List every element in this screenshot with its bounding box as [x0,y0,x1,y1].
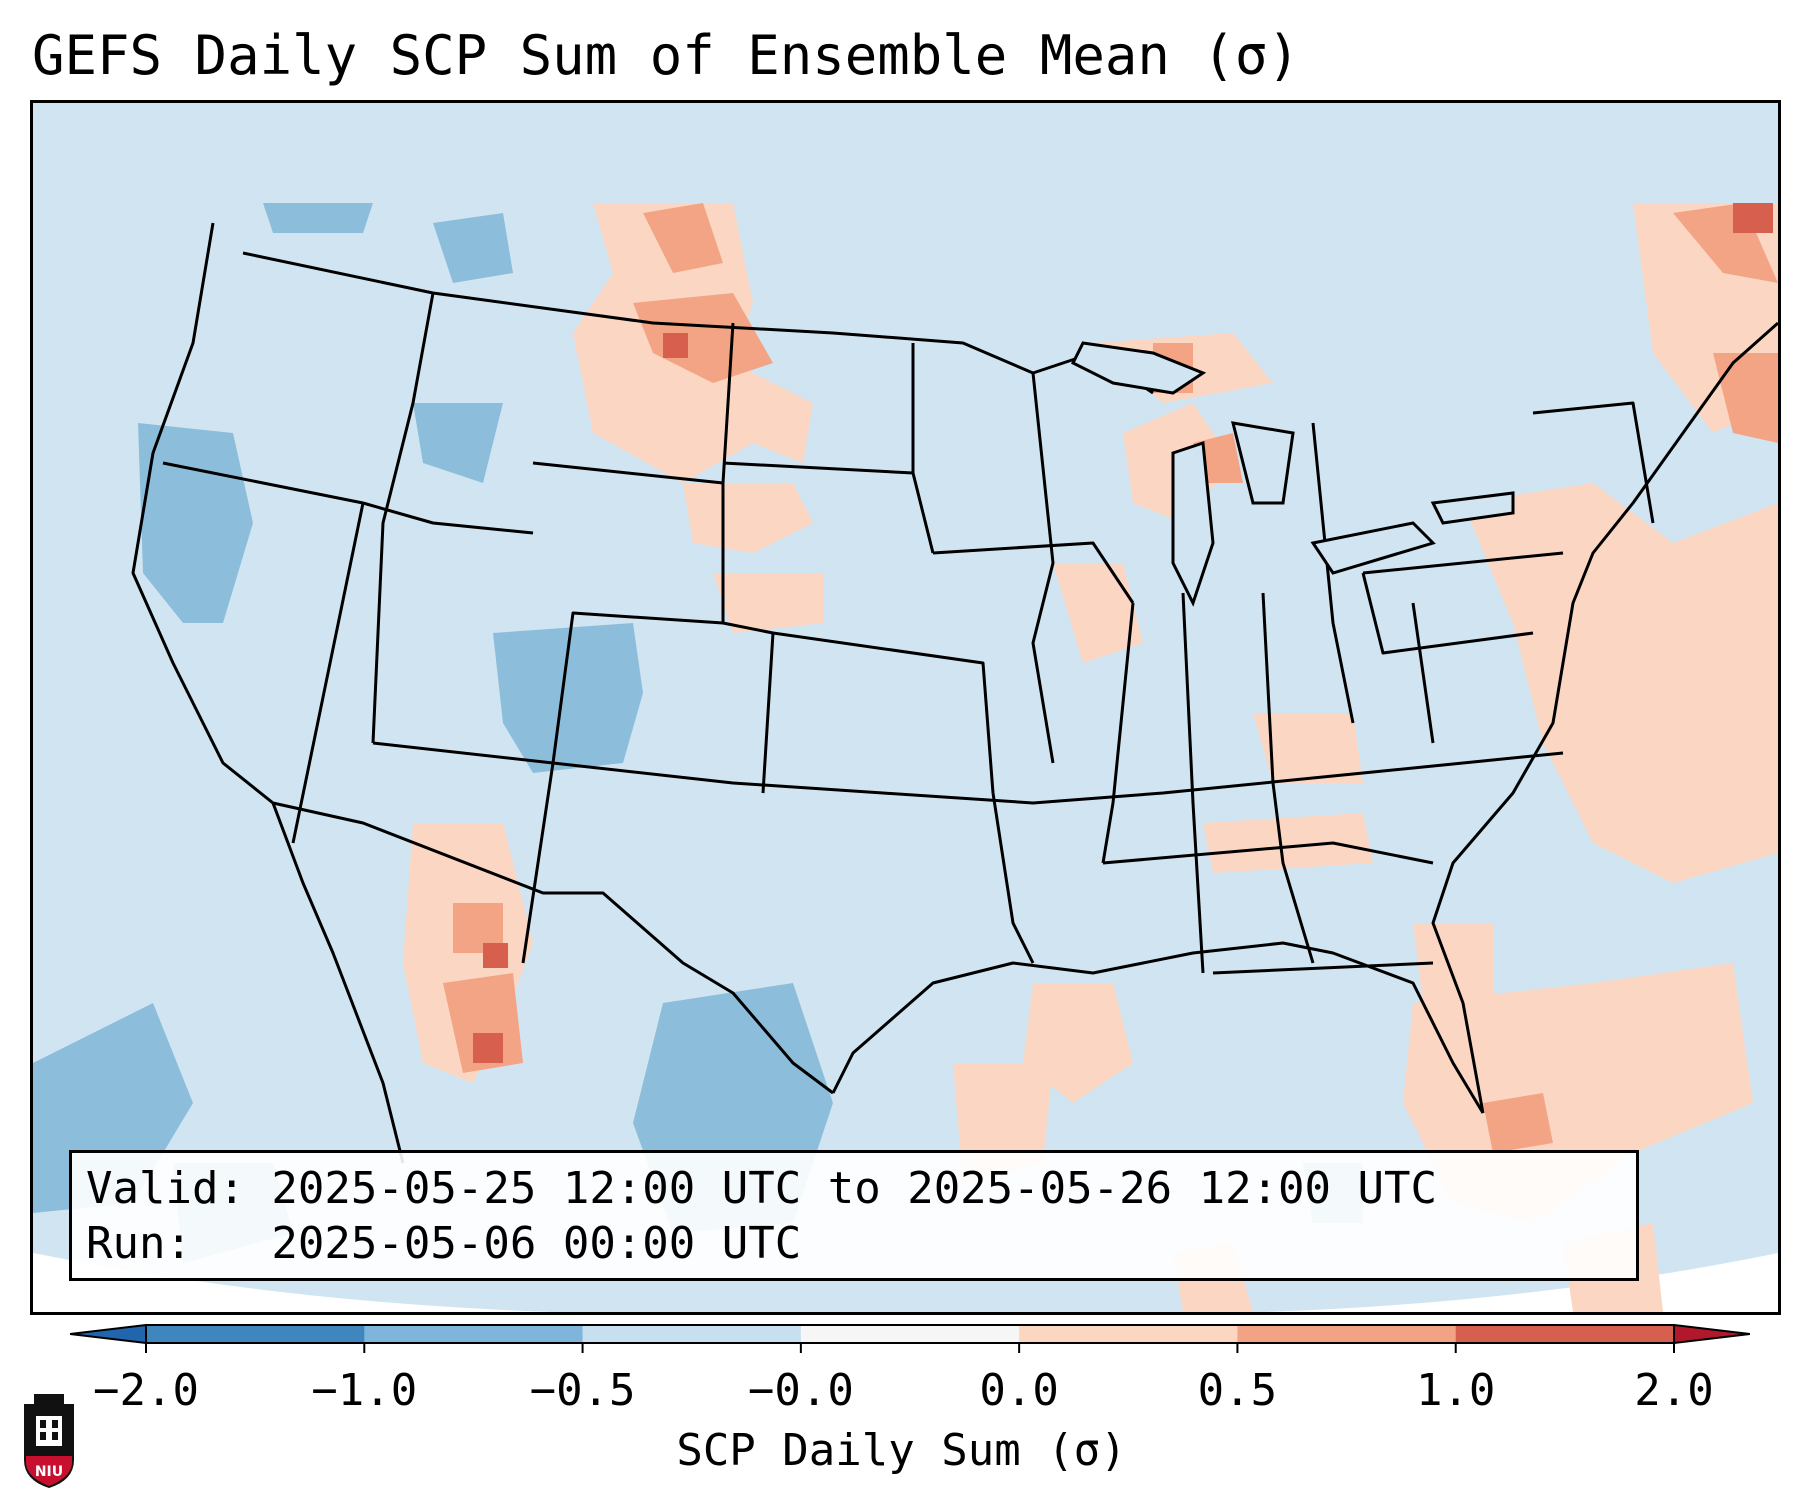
niu-logo-text: NIU [34,1464,64,1480]
colorbar-tick-label: −1.0 [311,1365,418,1416]
colorbar-tick-label: 0.5 [1197,1365,1278,1416]
valid-time-text: Valid: 2025-05-25 12:00 UTC to 2025-05-2… [86,1163,1438,1214]
colorbar-extend-high [1673,1323,1750,1345]
projection-edge-left [33,1253,553,1312]
colorbar-bin [1455,1325,1675,1343]
colorbar-tick-label: −2.0 [93,1365,199,1416]
colorbar-bin [364,1325,584,1343]
colorbar-tick-label: −0.0 [747,1365,854,1416]
colorbar-tick-label: 2.0 [1634,1365,1714,1416]
great-lakes [1070,341,1515,607]
boundary-lines [131,222,1778,1164]
colorbar-extend-low [70,1323,147,1345]
colorbar-bin [582,1325,802,1343]
colorbar-bin [800,1325,1020,1343]
colorbar-outline [145,1324,1675,1344]
strongest-positive-anomaly-areas [473,203,1773,1063]
colorbar [70,1323,1750,1353]
niu-logo-icon [24,1394,74,1488]
colorbar-bins [146,1325,1675,1343]
run-time-text: Run: 2025-05-06 00:00 UTC [86,1218,802,1269]
map-title: GEFS Daily SCP Sum of Ensemble Mean (σ) [32,24,1300,87]
colorbar-tick-label: 1.0 [1415,1365,1496,1416]
map-canvas [33,203,1778,1312]
colorbar-bin [1019,1325,1238,1343]
colorbar-tick-label: −0.5 [529,1365,636,1416]
niu-logo: NIU [20,1390,78,1490]
colorbar-tick-label: 0.0 [979,1365,1059,1416]
colorbar-bin [146,1325,365,1343]
colorbar-bin [1237,1325,1457,1343]
colorbar-label: SCP Daily Sum (σ) [676,1425,1127,1476]
map-panel: Valid: 2025-05-25 12:00 UTC to 2025-05-2… [30,100,1781,1315]
valid-run-info-box: Valid: 2025-05-25 12:00 UTC to 2025-05-2… [69,1150,1639,1281]
colorbar-ticks [145,1343,1675,1353]
